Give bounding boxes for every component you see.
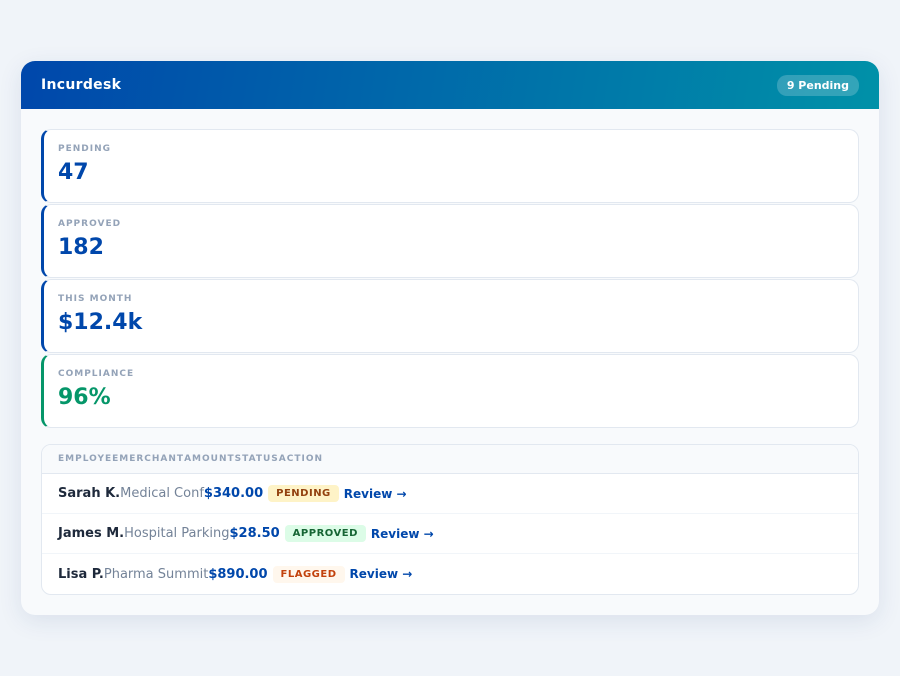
employee-name: James M. <box>58 526 125 541</box>
stat-label: THIS MONTH <box>58 294 133 304</box>
review-link[interactable]: Review → <box>349 567 413 581</box>
employee-name: Lisa P. <box>58 566 104 582</box>
stat-value: 182 <box>58 235 104 260</box>
stat-label: PENDING <box>58 144 112 154</box>
pending-count-badge: 9 Pending <box>776 74 859 96</box>
app-window: Incurdesk 9 Pending PENDING 47 APPROVED … <box>21 61 879 615</box>
stat-value: 47 <box>58 160 89 185</box>
table-row: James M. Hospital Parking $28.50 APPROVED… <box>42 514 858 554</box>
stat-card-compliance: COMPLIANCE 96% <box>41 354 859 428</box>
dashboard-body: PENDING 47 APPROVED 182 THIS MONTH $12.4… <box>21 109 879 615</box>
merchant: Medical Conf <box>120 486 204 501</box>
status-badge: FLAGGED <box>272 565 345 583</box>
column-header: AMOUNT <box>184 454 235 464</box>
column-header: ACTION <box>278 454 324 464</box>
expense-table: EMPLOYEE MERCHANT AMOUNT STATUS ACTION Sarah… <box>41 444 859 595</box>
stat-value: $12.4k <box>58 310 143 335</box>
stat-card-approved: APPROVED 182 <box>41 204 859 278</box>
table-row: Sarah K. Medical Conf $340.00 PENDING Revi… <box>42 474 858 514</box>
review-link[interactable]: Review → <box>343 486 407 501</box>
stat-card-pending: PENDING 47 <box>41 129 859 203</box>
amount: $340.00 <box>203 486 264 501</box>
stat-value: 96% <box>58 385 111 410</box>
stat-label: APPROVED <box>58 219 122 229</box>
status-badge: PENDING <box>268 485 339 502</box>
amount: $890.00 <box>208 566 268 582</box>
employee-name: Sarah K. <box>58 486 121 501</box>
merchant: Pharma Summit <box>103 566 209 582</box>
column-header: EMPLOYEE <box>58 454 120 464</box>
column-header: MERCHANT <box>119 454 185 464</box>
app-header: Incurdesk 9 Pending <box>21 61 879 109</box>
merchant: Hospital Parking <box>124 526 230 541</box>
app-title: Incurdesk <box>41 77 122 93</box>
stat-card-this-month: THIS MONTH $12.4k <box>41 279 859 353</box>
amount: $28.50 <box>229 526 280 541</box>
status-badge: APPROVED <box>284 525 366 542</box>
stat-label: COMPLIANCE <box>58 369 135 379</box>
column-header: STATUS <box>234 454 279 464</box>
review-link[interactable]: Review → <box>370 526 434 541</box>
table-header: EMPLOYEE MERCHANT AMOUNT STATUS ACTION <box>42 445 858 474</box>
table-row: Lisa P. Pharma Summit $890.00 FLAGGED Revi… <box>42 554 858 594</box>
